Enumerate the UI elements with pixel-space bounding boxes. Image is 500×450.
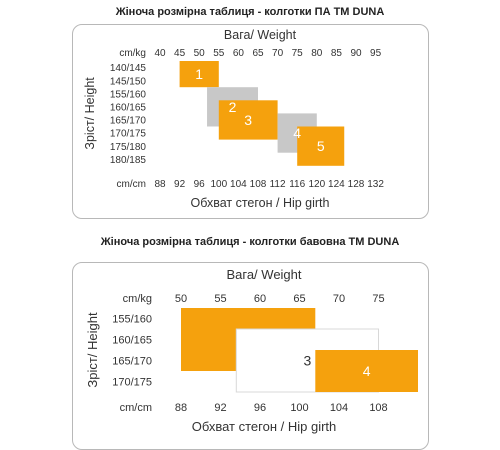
chart1-girth-tick: 132 (367, 179, 384, 190)
chart2-weight-tick: 70 (333, 293, 345, 305)
chart1-girth-tick: 124 (328, 179, 345, 190)
chart1-weight-tick: 65 (252, 48, 264, 59)
chart2-weight-tick: 65 (293, 293, 305, 305)
chart1-size-box-3 (218, 100, 278, 140)
chart1-weight-tick: 45 (174, 48, 186, 59)
chart2-size-box-4 (315, 350, 418, 392)
chart1-size-label-3: 3 (244, 112, 252, 128)
chart2-weight-tick: 50 (175, 293, 187, 305)
chart1-height-tick: 145/150 (110, 76, 147, 87)
chart1-weight-tick: 70 (272, 48, 284, 59)
chart1-weight-tick: 40 (154, 48, 166, 59)
chart1-girth-tick: 120 (308, 179, 325, 190)
chart1-weight-tick: 55 (213, 48, 225, 59)
chart1-height-tick: 160/165 (110, 102, 147, 113)
chart2-height-tick: 155/160 (112, 313, 152, 325)
chart1-title: Жіноча розмірна таблиця - колготки ПА ТМ… (115, 6, 385, 18)
chart1-size-box-5 (297, 126, 345, 166)
chart1-girth-tick: 88 (154, 179, 166, 190)
chart1-girth-tick: 116 (289, 179, 305, 190)
chart2-weight-label: Вага/ Weight (226, 267, 301, 282)
chart1-weight-tick: 80 (311, 48, 323, 59)
chart1-size-chart: 1 23 45 Вага/ Weight cm/kg 40 45 50 55 60 65 70 75 80… (83, 28, 384, 210)
chart2-height-tick: 165/170 (112, 355, 152, 367)
chart1-girth-tick: 112 (270, 179, 286, 190)
chart2-girth-tick: 108 (369, 402, 387, 414)
chart1-height-tick: 140/145 (110, 63, 147, 74)
chart1-height-label: Зріст/ Height (83, 77, 97, 150)
chart1-girth-tick: 100 (210, 179, 227, 190)
chart1-weight-label: Вага/ Weight (224, 28, 297, 42)
chart1-weight-tick: 90 (350, 48, 362, 59)
chart2-height-tick: 160/165 (112, 334, 152, 346)
chart2-size-label-2: 2 (244, 332, 252, 348)
chart1-size-label-4: 4 (293, 125, 301, 141)
chart1-weight-tick: 95 (370, 48, 382, 59)
chart1-weight-tick: 75 (292, 48, 304, 59)
chart1-weight-tick: 50 (194, 48, 206, 59)
chart2-height-label: Зріст/ Height (85, 312, 100, 388)
chart1-girth-label: Обхват стегон / Hip girth (191, 196, 330, 210)
chart2-girth-tick: 104 (330, 402, 348, 414)
chart2-size-label-3: 3 (304, 353, 312, 369)
chart2-girth-tick: 88 (175, 402, 187, 414)
chart1-weight-tick: 60 (233, 48, 245, 59)
chart2-title: Жіноча розмірна таблиця - колготки бавов… (100, 236, 400, 248)
chart2-girth-tick: 92 (214, 402, 226, 414)
chart2-weight-tick: 55 (214, 293, 226, 305)
chart1-girth-tick: 96 (194, 179, 206, 190)
chart1-girth-tick: 92 (174, 179, 186, 190)
chart1-girth-tick: 108 (250, 179, 267, 190)
chart1-girth-tick: 104 (230, 179, 247, 190)
chart2-size-label-4: 4 (363, 363, 371, 379)
chart2-girth-tick: 96 (254, 402, 266, 414)
chart1-size-label-2: 2 (229, 99, 237, 115)
chart1-weight-tick: 85 (331, 48, 343, 59)
chart2-weight-tick: 60 (254, 293, 266, 305)
chart2-girth-unit: cm/cm (120, 402, 152, 414)
chart2-weight-unit: cm/kg (123, 293, 152, 305)
chart2-height-tick: 170/175 (112, 376, 152, 388)
chart1-height-tick: 155/160 (110, 89, 147, 100)
chart1-girth-unit: cm/cm (117, 179, 146, 190)
chart1-height-tick: 180/185 (110, 155, 147, 166)
chart1-height-tick: 170/175 (110, 129, 147, 140)
chart1-height-tick: 175/180 (110, 142, 147, 153)
chart2-girth-tick: 100 (290, 402, 308, 414)
chart1-weight-unit: cm/kg (119, 48, 146, 59)
chart1-size-label-5: 5 (317, 138, 325, 154)
chart2-girth-label: Обхват стегон / Hip girth (192, 419, 337, 434)
chart2-weight-tick: 75 (372, 293, 384, 305)
chart1-girth-tick: 128 (348, 179, 365, 190)
chart1-height-tick: 165/170 (110, 116, 147, 127)
chart1-size-box-1 (179, 61, 219, 88)
chart1-size-label-1: 1 (195, 66, 203, 82)
